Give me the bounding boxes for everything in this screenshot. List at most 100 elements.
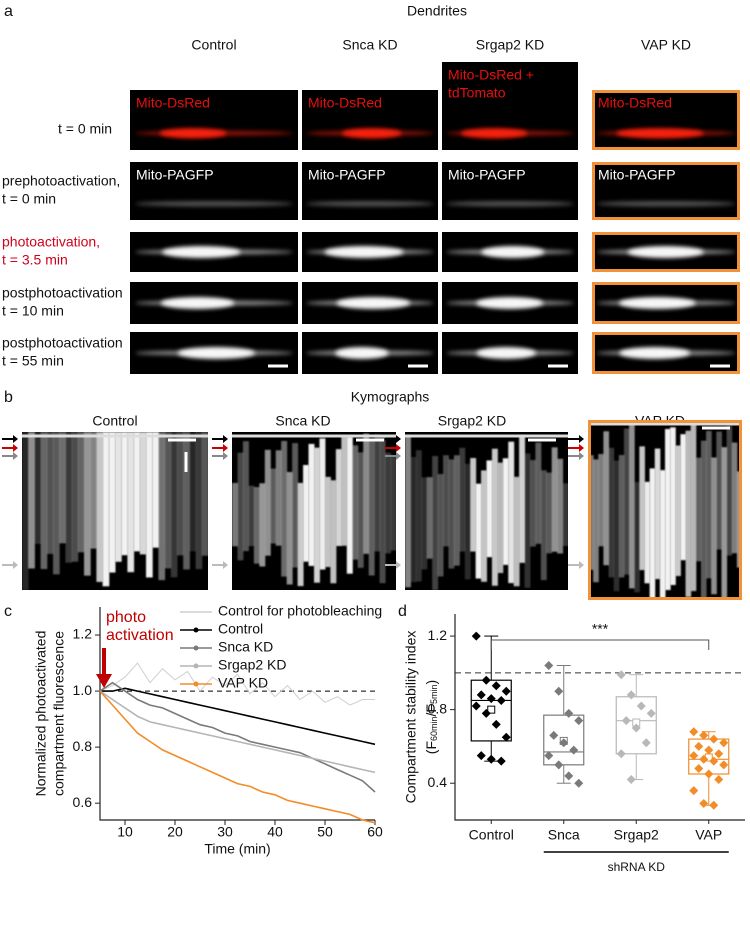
kymograph-streak [330,480,337,584]
y-tick-label: 1.0 [73,682,93,698]
kymograph-streak [71,432,79,562]
kymograph-streak [481,470,487,582]
row-label: prephotoactivation, [2,173,120,189]
annotation: activation [106,627,174,644]
compartment-signal [159,128,227,139]
kymograph-streak [513,476,520,587]
y-tick-label: 0.8 [428,700,448,716]
data-point [699,798,709,808]
image-label: Mito-DsRed [308,95,382,111]
data-point [486,754,496,764]
column-header: Srgap2 KD [476,37,544,53]
kymograph-streak [133,432,141,552]
data-point [646,708,656,718]
data-point [554,686,564,696]
kymograph-streak [700,440,707,599]
compartment-signal [615,128,704,139]
dendrite-signal [596,201,736,207]
kymograph-streak [77,432,85,553]
kymograph-streak [502,458,509,565]
data-point [694,764,704,773]
micrograph: Mito-PAGFP [302,162,438,220]
kymograph-streak [139,432,147,555]
kymograph-streak [432,456,439,590]
kymograph-streak [649,468,656,600]
row-label: t = 3.5 min [2,252,68,268]
micrograph [592,232,740,272]
kymograph-streak [415,450,422,582]
kymograph-streak [491,448,498,586]
kymograph-streak [540,470,547,581]
compartment-signal [335,347,389,359]
data-point [699,730,709,740]
kymograph-streak [303,464,310,562]
significance-label: *** [592,621,609,637]
compartment-signal [460,128,528,139]
kymograph [232,432,397,590]
compartment-signal [336,297,411,309]
time-arrow-head [223,452,228,460]
compartment-signal [177,347,256,359]
kymograph-streak [28,432,35,569]
kymograph-streak [357,452,364,568]
kymograph-streak [297,482,304,587]
kymograph-streak [146,432,153,578]
kymograph-title: Srgap2 KD [438,413,506,429]
data-point [626,690,636,700]
box [615,696,657,755]
kymograph-streak [695,457,702,562]
dendrite-signal [135,201,293,207]
panel-label: a [4,3,13,20]
kymograph-streak [170,432,178,578]
kymograph-streak [346,436,353,574]
kymograph-streak [34,432,42,544]
data-point [616,749,626,759]
kymograph-streak [385,452,392,554]
kymograph-streak [232,482,238,547]
legend-marker [193,663,199,669]
kymograph-streak [680,434,687,561]
y-axis-label: (F60min/F5min) [423,680,440,754]
x-tick-label: 40 [267,824,283,840]
kymograph-streak [335,449,342,547]
kymograph-streak [670,427,676,586]
micrograph: Mito-DsRed [302,90,438,150]
highlight-frame [592,282,740,324]
kymograph-streak [264,449,271,556]
kymograph-streak [405,435,411,588]
kymograph-streak [237,452,244,561]
y-axis-label: Compartment stability index [403,631,419,804]
data-point [631,723,641,733]
data-point [704,769,714,779]
kymograph-streak [379,436,386,584]
x-tick-label: 50 [317,824,333,840]
data-point [476,751,486,761]
time-arrow-head [396,452,401,460]
data-point [481,708,491,718]
kymograph [22,432,209,590]
kymograph-streak [374,434,381,552]
kymograph-streak [324,476,331,568]
x-tick-label: 60 [367,824,383,840]
time-arrow-head [13,435,18,443]
mean [487,705,496,714]
kymograph-streak [275,450,282,546]
y-tick-label: 0.4 [428,774,448,790]
time-arrow-head [579,444,584,452]
data-point [491,681,501,691]
kymograph-streak [593,459,599,583]
data-point [709,734,719,744]
column-header: Control [191,37,236,53]
time-arrow-head [396,435,401,443]
y-tick-label: 0.6 [73,794,93,810]
micrograph: Mito-DsRed + tdTomato [442,62,578,150]
micrograph: Mito-DsRed [130,90,298,150]
y-tick-label: 1.2 [428,627,448,643]
kymograph-streak [253,487,260,564]
kymograph [588,420,743,600]
compartment-signal [324,246,404,258]
row-label: photoactivation, [2,234,100,250]
y-axis-label-part: 60min [429,716,439,741]
panel-title: Dendrites [407,3,467,19]
dendrite-signal [446,201,574,207]
